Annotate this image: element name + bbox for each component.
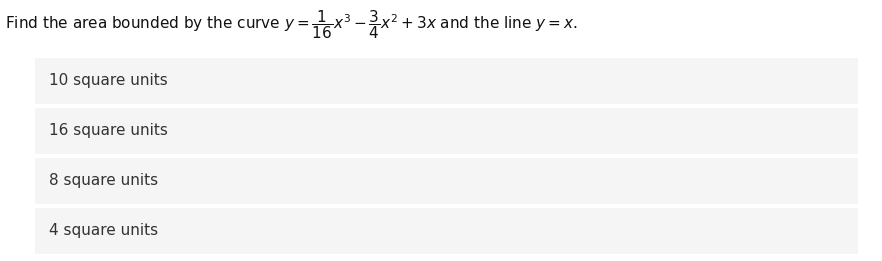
Text: 16 square units: 16 square units [49, 123, 168, 139]
Text: Find the area bounded by the curve $y=\dfrac{1}{16}x^3-\dfrac{3}{4}x^2+3x$ and t: Find the area bounded by the curve $y=\d… [5, 8, 578, 41]
FancyBboxPatch shape [35, 158, 858, 204]
FancyBboxPatch shape [35, 108, 858, 154]
Text: 4 square units: 4 square units [49, 223, 158, 239]
FancyBboxPatch shape [35, 58, 858, 104]
Text: 10 square units: 10 square units [49, 74, 168, 88]
FancyBboxPatch shape [35, 208, 858, 254]
Text: 8 square units: 8 square units [49, 174, 158, 188]
